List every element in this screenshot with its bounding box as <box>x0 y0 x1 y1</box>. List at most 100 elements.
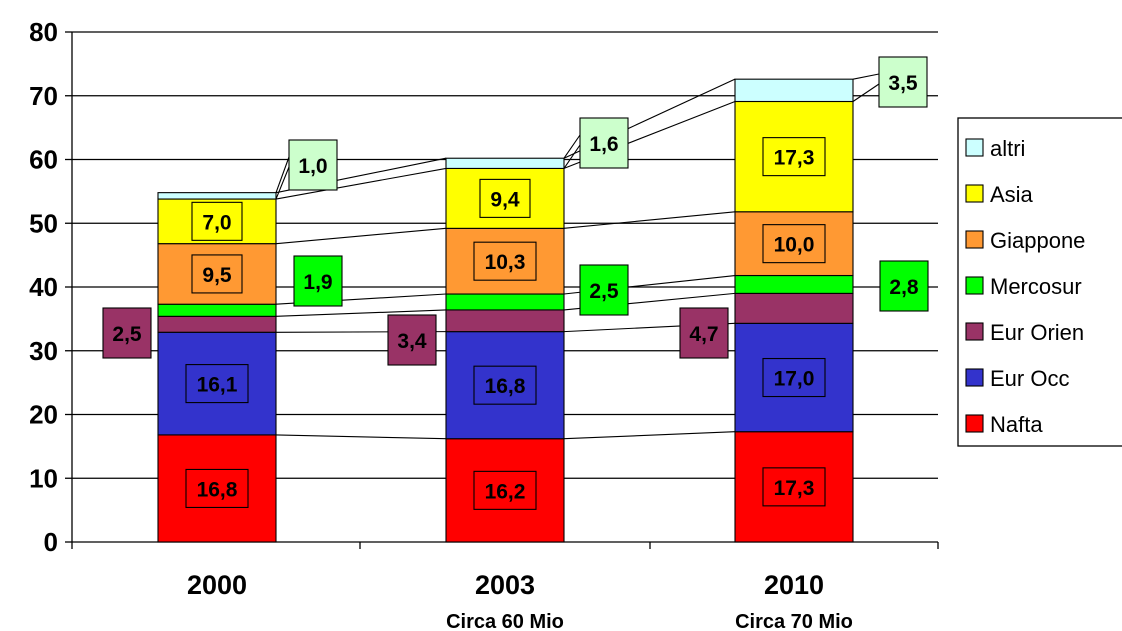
bar-segment-asia <box>157 198 277 245</box>
legend-label: Asia <box>990 182 1034 207</box>
bar-segment-mercosur <box>734 274 854 294</box>
series-line-eur-orien <box>275 309 447 317</box>
x-category-label: 2000 <box>187 570 247 600</box>
data-label: 16,8 <box>197 478 238 501</box>
y-tick-label: 50 <box>29 208 58 238</box>
data-label: 17,3 <box>774 477 815 500</box>
legend-swatch <box>965 184 984 203</box>
y-tick-label: 60 <box>29 145 58 175</box>
series-line-nafta <box>275 434 447 440</box>
bar-segment-eur-occ <box>445 331 565 440</box>
bar-segment-nafta <box>734 431 854 543</box>
data-label: 1,0 <box>298 155 327 178</box>
series-line-giappone <box>563 211 736 229</box>
callout-leader <box>275 156 290 193</box>
callout-leader <box>563 144 581 169</box>
legend-label: Mercosur <box>990 274 1082 299</box>
bar-segment-mercosur <box>157 303 277 317</box>
data-label-box <box>185 468 249 509</box>
data-label-box <box>479 178 531 218</box>
data-label: 10,0 <box>774 234 815 257</box>
legend-swatch <box>965 322 984 341</box>
legend: altri Asia Giappone Mercosur Eur Orien Eur Oc… <box>957 117 1122 447</box>
bar-segment-nafta <box>157 434 277 543</box>
x-category-sublabel: Circa 70 Mio <box>735 611 853 631</box>
bar-segment-eur-orien <box>157 315 277 333</box>
data-label-box <box>185 364 249 404</box>
data-label: 2,5 <box>589 280 619 303</box>
data-label-box <box>191 201 243 241</box>
legend-label: Eur Occ <box>990 366 1069 391</box>
callout-box <box>878 56 928 108</box>
y-tick-label: 30 <box>29 336 58 366</box>
data-label: 17,0 <box>774 368 815 391</box>
data-label: 10,3 <box>485 251 526 274</box>
callout-leader <box>275 166 290 200</box>
bar-segment-eur-orien <box>734 292 854 324</box>
legend-swatch <box>965 414 984 433</box>
callout-box <box>879 260 929 312</box>
data-label: 2,8 <box>889 276 919 299</box>
callout-box <box>293 255 343 307</box>
bar-segment-eur-orien <box>445 309 565 333</box>
legend-label: altri <box>990 136 1025 161</box>
data-label: 16,8 <box>485 375 526 398</box>
data-label: 2,5 <box>112 323 142 346</box>
callout-leader <box>852 83 880 102</box>
legend-label: Nafta <box>990 412 1043 437</box>
callout-box <box>387 314 437 366</box>
y-tick-label: 40 <box>29 272 58 302</box>
bar-segment-altri <box>157 192 277 200</box>
legend-swatch <box>965 230 984 249</box>
callout-box <box>679 307 729 359</box>
callout-box <box>288 139 338 191</box>
y-tick-label: 20 <box>29 400 58 430</box>
data-label: 9,4 <box>490 188 520 211</box>
x-category-sublabel: Circa 60 Mio <box>446 611 564 631</box>
bar-segment-giappone <box>157 243 277 305</box>
bar-segment-mercosur <box>445 293 565 311</box>
data-label: 3,4 <box>397 330 427 353</box>
data-label: 1,9 <box>303 271 332 294</box>
callout-box <box>579 264 629 316</box>
series-line-asia <box>275 167 447 200</box>
y-tick-label: 80 <box>29 17 58 47</box>
data-label-box <box>473 241 537 281</box>
bar-segment-eur-occ <box>157 331 277 436</box>
bar-segment-asia <box>445 167 565 229</box>
legend-frame <box>957 117 1122 447</box>
series-line-nafta <box>563 431 736 440</box>
callout-box <box>102 307 152 359</box>
callout-leader <box>852 73 880 80</box>
data-label: 17,3 <box>774 147 815 170</box>
data-label-box <box>191 254 243 294</box>
bar-segment-giappone <box>734 211 854 277</box>
y-tick-label: 10 <box>29 463 58 493</box>
data-label: 9,5 <box>202 264 232 287</box>
bar-segment-eur-occ <box>734 322 854 433</box>
legend-swatch <box>965 276 984 295</box>
bar-segment-altri <box>734 78 854 103</box>
data-label-box <box>762 467 826 507</box>
data-label: 16,2 <box>485 480 526 503</box>
data-label: 4,7 <box>689 323 718 346</box>
data-label-box <box>762 357 826 398</box>
legend-swatch <box>965 138 984 157</box>
callout-box <box>579 117 629 169</box>
data-label: 3,5 <box>888 72 918 95</box>
x-category-label: 2003 <box>475 570 535 600</box>
bar-segment-altri <box>445 157 565 169</box>
data-label-box <box>762 137 826 177</box>
x-category-label: 2010 <box>764 570 824 600</box>
y-tick-label: 70 <box>29 81 58 111</box>
bar-segment-nafta <box>445 438 565 543</box>
series-line-giappone <box>275 227 447 245</box>
data-label-box <box>473 470 537 510</box>
data-label-box <box>473 365 537 405</box>
data-label: 16,1 <box>197 374 238 397</box>
y-tick-label: 0 <box>44 527 58 557</box>
legend-swatch <box>965 368 984 387</box>
legend-label: Giappone <box>990 228 1085 253</box>
